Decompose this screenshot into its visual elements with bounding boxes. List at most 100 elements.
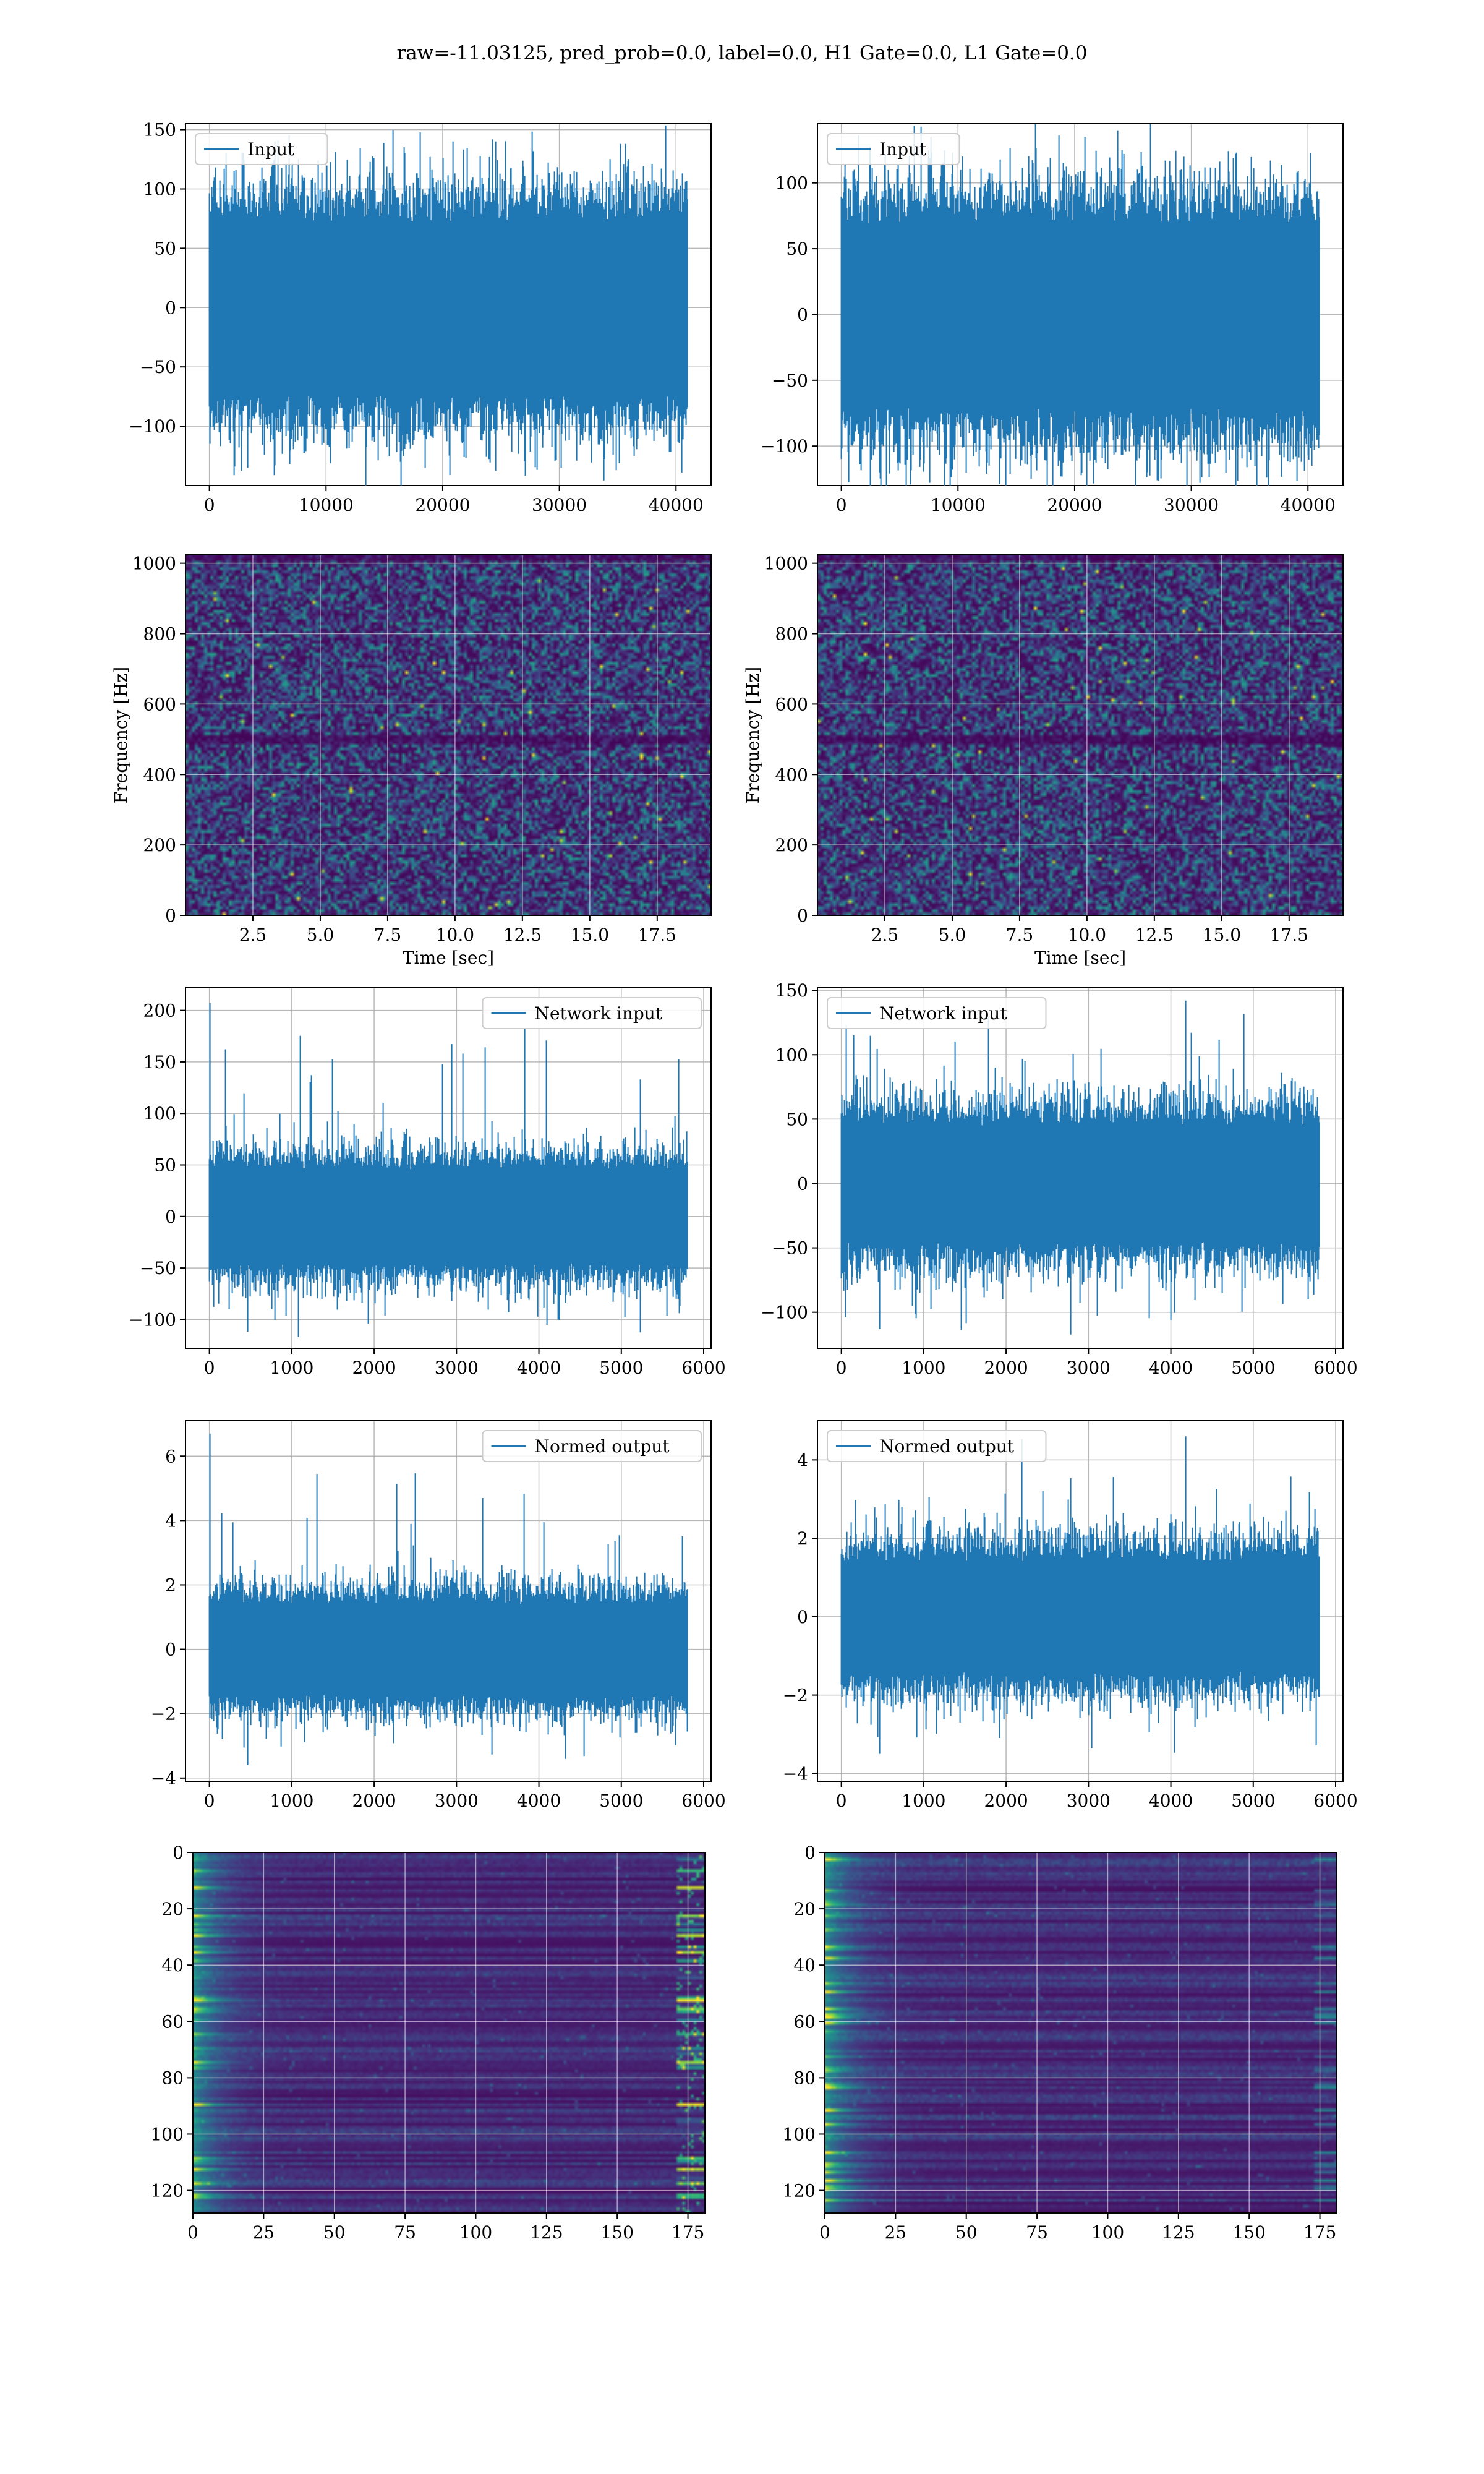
l1-feature-map-heatmap-image [825,1852,1337,2213]
h1-network-input-xtick-label: 3000 [435,1358,479,1378]
l1-feature-map-ytick-label: 100 [783,2124,816,2144]
h1-input-xtick-label: 30000 [532,495,587,515]
h1-input-series-line [208,125,688,486]
l1-input-ytick-label: 50 [786,239,808,259]
l1-feature-map-xtick-label: 50 [955,2222,978,2243]
l1-normed-output-xtick-label: 5000 [1231,1791,1275,1811]
l1-spectrogram-ytick-label: 0 [797,905,808,926]
h1-normed-output-xtick-label: 6000 [681,1791,725,1811]
l1-network-input-legend: Network input [827,997,1047,1029]
l1-spectrogram-ytick-label: 1000 [764,554,808,574]
l1-network-input-frame [817,987,1344,1349]
h1-feature-map-heatmap-image [193,1852,705,2213]
h1-spectrogram-xtick-label: 7.5 [374,925,402,945]
h1-network-input-ytick-label: 100 [143,1103,176,1124]
l1-network-input-xtick-label: 1000 [902,1358,945,1378]
l1-network-input-series-line [840,1000,1320,1335]
l1-network-input-axes: 0 1000 2000 3000 4000 5000 6000 −100 −50 0 50 100 15… [761,980,1358,1378]
h1-network-input-ytick-label: −50 [140,1258,176,1278]
l1-normed-output-xtick-label: 2000 [984,1791,1028,1811]
h1-network-input-xtick-label: 4000 [517,1358,561,1378]
l1-feature-map-xtick-label: 75 [1026,2222,1048,2243]
figure-title: raw=-11.03125, pred_prob=0.0, label=0.0,… [396,42,1088,64]
l1-network-input-xtick-label: 0 [836,1358,847,1378]
h1-network-input-ytick-label: 200 [143,1001,176,1021]
h1-feature-map-ytick-label: 100 [151,2124,184,2144]
l1-spectrogram-xtick-label: 10.0 [1068,925,1106,945]
l1-network-input-xtick-label: 6000 [1313,1358,1357,1378]
l1-normed-output-axes: 0 1000 2000 3000 4000 5000 6000 −4 −2 0 2 4 [783,1420,1358,1811]
l1-feature-map-xtick-label: 150 [1232,2222,1265,2243]
h1-feature-map-ytick-label: 60 [161,2011,184,2032]
l1-input-xtick-label: 20000 [1047,495,1102,515]
h1-input-ytick-label: −50 [140,357,176,377]
h1-network-input-xtick-label: 1000 [270,1358,313,1378]
l1-input-frame [817,123,1344,486]
h1-network-input-ytick-label: 150 [143,1052,176,1072]
l1-feature-map-xtick-label: 175 [1303,2222,1336,2243]
h1-network-input-legend: Network input [482,997,702,1029]
l1-spectrogram-ytick-label: 400 [775,764,808,785]
h1-feature-map-ytick-label: 20 [161,1899,184,1919]
h1-spectrogram-axes: 2.5 5.0 7.5 10.0 12.5 15.0 17.5 0 200 400 600 800 10… [111,554,712,968]
l1-network-input-ytick-label: −50 [772,1238,808,1259]
h1-feature-map-xtick-label: 150 [600,2222,633,2243]
h1-network-input-ytick-label: 0 [165,1207,176,1227]
l1-input-xtick-label: 0 [836,495,847,515]
l1-input-legend-label: Input [879,139,927,160]
l1-spectrogram-xlabel: Time [sec] [1034,948,1126,968]
h1-input-axes: 0 10000 20000 30000 40000 −100 −50 0 50 100 150 [129,120,712,515]
h1-feature-map-ytick-label: 40 [161,1955,184,1975]
h1-input-ytick-label: 150 [143,120,176,140]
l1-normed-output-ytick-label: −2 [783,1685,808,1706]
h1-normed-output-ytick-label: 0 [165,1640,176,1660]
l1-input-ytick-label: 100 [775,173,808,194]
l1-network-input-xtick-label: 3000 [1067,1358,1111,1378]
l1-spectrogram-axes: 2.5 5.0 7.5 10.0 12.5 15.0 17.5 0 200 400 600 800 10… [743,554,1344,968]
l1-feature-map-xtick-label: 100 [1091,2222,1124,2243]
h1-feature-map-xtick-label: 125 [530,2222,563,2243]
l1-normed-output-legend-label: Normed output [879,1436,1015,1457]
h1-feature-map-ytick-label: 0 [173,1843,184,1863]
h1-spectrogram-frame [185,554,712,916]
h1-feature-map-xtick-label: 75 [394,2222,416,2243]
h1-input-ytick-label: −100 [129,416,176,437]
h1-feature-map-xtick-label: 0 [187,2222,198,2243]
h1-spectrogram-ytick-label: 600 [143,694,176,714]
l1-input-series-line [840,124,1320,486]
h1-spectrogram-xtick-label: 15.0 [571,925,609,945]
h1-input-xtick-label: 0 [204,495,215,515]
h1-spectrogram-xtick-label: 2.5 [239,925,267,945]
l1-network-input-legend-box [827,997,1047,1029]
l1-normed-output-xtick-label: 3000 [1067,1791,1111,1811]
h1-spectrogram-ytick-label: 1000 [132,554,176,574]
l1-spectrogram-frame [817,554,1344,916]
l1-feature-map-ytick-label: 0 [804,1843,816,1863]
h1-input-frame [185,123,712,486]
l1-spectrogram-ytick-label: 800 [775,624,808,644]
l1-input-ytick-label: −50 [772,370,808,391]
l1-spectrogram-xtick-label: 5.0 [939,925,966,945]
l1-feature-map-ytick-label: 60 [793,2011,816,2032]
h1-input-xtick-label: 10000 [299,495,354,515]
h1-spectrogram-xtick-label: 12.5 [503,925,542,945]
h1-normed-output-legend-label: Normed output [535,1436,670,1457]
h1-spectrogram-ytick-label: 0 [165,905,176,926]
l1-feature-map-ytick-label: 80 [793,2068,816,2088]
l1-network-input-xtick-label: 5000 [1231,1358,1275,1378]
l1-spectrogram-xtick-label: 12.5 [1135,925,1174,945]
l1-feature-map-ytick-label: 120 [783,2181,816,2201]
h1-normed-output-xtick-label: 0 [204,1791,215,1811]
h1-spectrogram-ytick-label: 200 [143,835,176,855]
h1-normed-output-frame [185,1420,712,1782]
l1-normed-output-series-line [840,1436,1320,1754]
l1-input-legend: Input [827,133,960,165]
l1-input-ytick-label: −100 [761,436,808,456]
h1-normed-output-xtick-label: 1000 [270,1791,313,1811]
h1-feature-map-xtick-label: 175 [672,2222,704,2243]
h1-input-ytick-label: 100 [143,179,176,199]
l1-input-xtick-label: 10000 [931,495,986,515]
h1-spectrogram-ylabel: Frequency [Hz] [111,667,131,803]
l1-input-xtick-label: 30000 [1164,495,1219,515]
